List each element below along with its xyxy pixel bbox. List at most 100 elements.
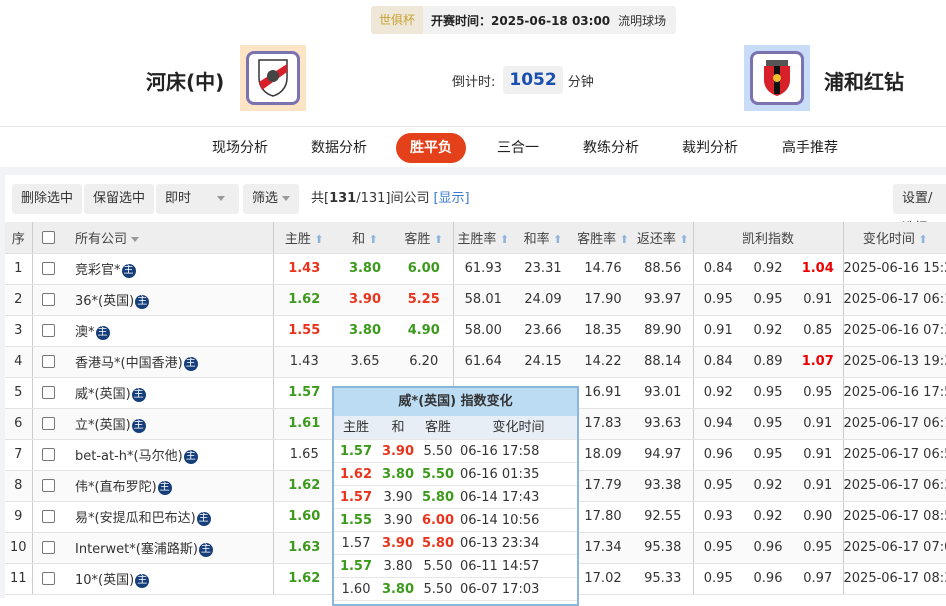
odds-away[interactable]: 4.90 — [395, 315, 453, 347]
mode-select[interactable]: 即时 — [156, 184, 239, 214]
popup-draw: 3.90 — [383, 490, 413, 505]
league-label[interactable]: 世俱杯 — [371, 6, 424, 34]
odds-away[interactable]: 6.20 — [395, 346, 453, 378]
col-home-rate[interactable]: 主胜率 ⬆ — [452, 222, 513, 254]
settings-button[interactable]: 设置/选择 — [893, 184, 946, 236]
odds-home[interactable]: 1.43 — [272, 346, 335, 378]
arrow-up-icon[interactable]: ⬆ — [616, 232, 629, 246]
odds-home[interactable]: 1.63 — [272, 532, 335, 564]
select-all-checkbox[interactable] — [42, 230, 56, 244]
return-rate: 95.33 — [633, 563, 693, 595]
odds-home[interactable]: 1.65 — [272, 439, 335, 471]
company-name[interactable]: 竞彩官* — [75, 263, 121, 278]
tab-referee-analysis[interactable]: 裁判分析 — [682, 140, 738, 156]
odds-draw[interactable]: 3.65 — [335, 346, 395, 378]
arrow-up-icon[interactable]: ⬆ — [675, 232, 689, 246]
odds-home[interactable]: 1.55 — [272, 315, 335, 347]
arrow-up-icon[interactable]: ⬆ — [430, 232, 444, 246]
company-name[interactable]: 立*(英国) — [75, 418, 131, 433]
chevron-down-icon — [217, 196, 226, 201]
table-row[interactable]: 3 澳* 主 1.55 3.80 4.90 58.00 23.66 18.35 89.90 0.91… — [5, 315, 946, 347]
show-link[interactable]: [显示] — [433, 191, 470, 206]
col-away-rate[interactable]: 客胜率 ⬆ — [573, 222, 633, 254]
company-name[interactable]: 澳* — [75, 325, 95, 340]
tab-onsite-analysis[interactable]: 现场分析 — [212, 140, 268, 156]
tab-data-analysis[interactable]: 数据分析 — [311, 140, 367, 156]
company-name[interactable]: bet-at-h*(马尔他) — [75, 449, 183, 464]
chevron-down-icon — [282, 196, 291, 201]
popup-col-time: 变化时间 — [492, 420, 545, 435]
count-total: /131]间公司 — [356, 191, 430, 206]
row-checkbox[interactable] — [42, 510, 56, 523]
keep-selected-button[interactable]: 保留选中 — [84, 184, 155, 214]
odds-away[interactable]: 5.25 — [395, 284, 453, 316]
table-row[interactable]: 2 36*(英国) 主 1.62 3.90 5.25 58.01 24.09 17.90 93.9… — [5, 284, 946, 316]
kelly-index: 0.91 — [793, 284, 843, 316]
popup-col-draw: 和 — [391, 420, 405, 435]
row-checkbox[interactable] — [42, 324, 56, 337]
col-company[interactable]: 所有公司 — [65, 222, 273, 254]
row-checkbox[interactable] — [42, 479, 56, 492]
odds-home[interactable]: 1.61 — [272, 408, 335, 440]
away-team-name[interactable]: 浦和红钻 — [824, 70, 904, 94]
arrow-up-icon[interactable]: ⬆ — [549, 232, 563, 246]
col-kelly[interactable]: 凯利指数 — [692, 222, 843, 254]
popup-row: 1.57 3.90 5.80 06-14 17:43 — [334, 486, 577, 509]
col-draw-odds[interactable]: 和 ⬆ — [335, 222, 395, 254]
arrow-up-icon[interactable]: ⬆ — [365, 232, 378, 246]
row-checkbox[interactable] — [42, 417, 56, 430]
row-checkbox[interactable] — [42, 293, 56, 306]
row-checkbox[interactable] — [42, 572, 56, 585]
row-checkbox[interactable] — [42, 541, 56, 554]
table-row[interactable]: 1 竞彩官* 主 1.43 3.80 6.00 61.93 23.31 14.76 88.56 0.… — [5, 253, 946, 285]
home-rate: 58.00 — [452, 315, 513, 347]
col-draw-rate[interactable]: 和率 ⬆ — [513, 222, 573, 254]
popup-draw: 3.80 — [381, 467, 415, 482]
row-checkbox[interactable] — [42, 386, 56, 399]
home-team-logo[interactable] — [240, 45, 306, 111]
row-index: 3 — [5, 315, 32, 347]
company-name[interactable]: 伟*(直布罗陀) — [75, 480, 157, 495]
company-cell: 威*(英国) 主 — [65, 377, 273, 409]
col-away-odds[interactable]: 客胜 ⬆ — [395, 222, 453, 254]
row-index: 5 — [5, 377, 32, 409]
arrow-up-icon[interactable]: ⬆ — [496, 232, 510, 246]
tab-win-draw-loss[interactable]: 胜平负 — [396, 133, 466, 163]
row-checkbox[interactable] — [42, 355, 56, 368]
delete-selected-button[interactable]: 删除选中 — [12, 184, 83, 214]
row-checkbox[interactable] — [42, 448, 56, 461]
odds-draw[interactable]: 3.80 — [335, 253, 395, 285]
company-name[interactable]: 36*(英国) — [75, 294, 135, 309]
odds-home[interactable]: 1.62 — [272, 563, 335, 595]
odds-home[interactable]: 1.43 — [272, 253, 335, 285]
odds-home[interactable]: 1.62 — [272, 284, 335, 316]
odds-home[interactable]: 1.60 — [272, 501, 335, 533]
col-change-time[interactable]: 变化时间 ⬆ — [842, 222, 946, 254]
tab-coach-analysis[interactable]: 教练分析 — [583, 140, 639, 156]
odds-draw[interactable]: 3.90 — [335, 284, 395, 316]
filter-button[interactable]: 筛选 — [243, 184, 300, 214]
company-name[interactable]: 香港马*(中国香港) — [75, 356, 183, 371]
kelly-index: 0.92 — [743, 253, 793, 285]
away-team-logo[interactable] — [744, 45, 810, 111]
odds-home[interactable]: 1.57 — [272, 377, 335, 409]
table-row[interactable]: 4 香港马*(中国香港) 主 1.43 3.65 6.20 61.64 24.15 14.22 8… — [5, 346, 946, 378]
tab-expert-picks[interactable]: 高手推荐 — [782, 140, 838, 156]
company-name[interactable]: Interwet*(塞浦路斯) — [75, 542, 198, 557]
col-return-rate[interactable]: 返还率 ⬆ — [633, 222, 693, 254]
col-home-odds[interactable]: 主胜 ⬆ — [272, 222, 335, 254]
company-name[interactable]: 10*(英国) — [75, 573, 135, 588]
tab-three-in-one[interactable]: 三合一 — [497, 140, 539, 156]
odds-draw[interactable]: 3.80 — [335, 315, 395, 347]
popup-draw: 3.80 — [381, 582, 415, 597]
odds-away[interactable]: 6.00 — [395, 253, 453, 285]
chevron-down-icon[interactable] — [131, 236, 140, 242]
arrow-up-icon[interactable]: ⬆ — [914, 232, 928, 246]
company-name[interactable]: 威*(英国) — [75, 387, 131, 402]
company-name[interactable]: 易*(安提瓜和巴布达) — [75, 511, 196, 526]
odds-home[interactable]: 1.62 — [272, 470, 335, 502]
row-index: 11 — [5, 563, 32, 595]
home-team-name[interactable]: 河床(中) — [146, 70, 225, 94]
row-checkbox[interactable] — [42, 262, 56, 275]
arrow-up-icon[interactable]: ⬆ — [310, 232, 324, 246]
